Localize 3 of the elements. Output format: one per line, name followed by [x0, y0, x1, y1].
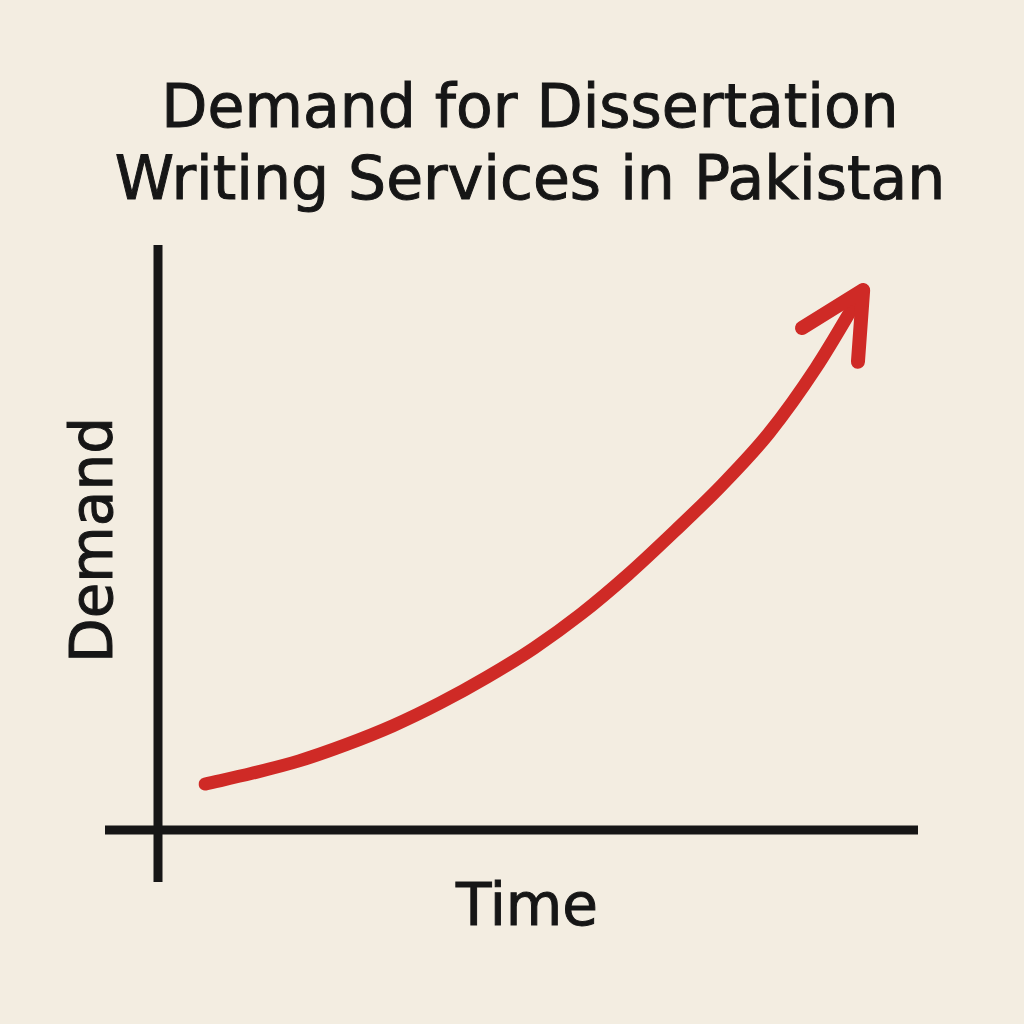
y-axis-title: Demand	[58, 417, 126, 663]
chart-title: Demand for Dissertation Writing Services in Pakistan	[113, 70, 947, 214]
x-axis-title: Time	[454, 871, 599, 939]
